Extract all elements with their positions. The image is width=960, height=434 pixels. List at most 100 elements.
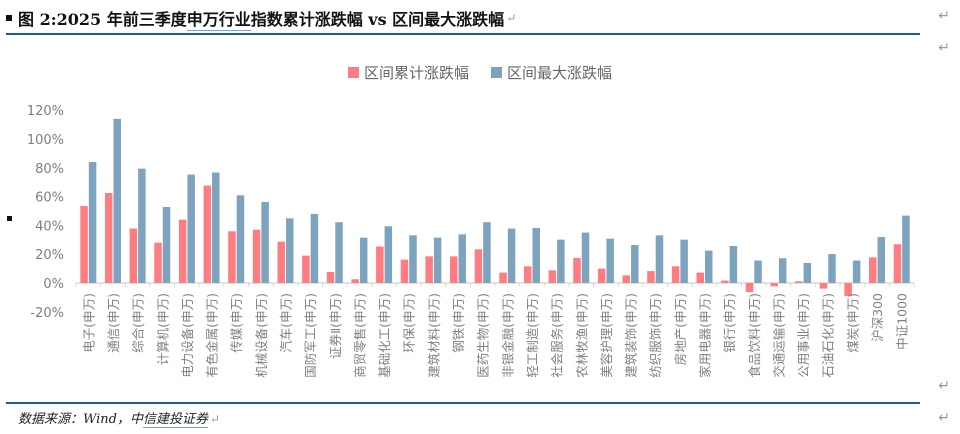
bar-cumulative: [326, 272, 335, 283]
legend-swatch-blue: [491, 67, 502, 78]
bar-cumulative: [819, 283, 828, 289]
source-prefix: 数据来源：Wind，中: [18, 412, 143, 427]
bar-max: [409, 235, 417, 283]
bar-cumulative: [721, 280, 729, 283]
return-mark-icon: ↵: [938, 378, 950, 394]
bar-max: [310, 214, 319, 283]
bar-max: [902, 215, 910, 283]
bar-max: [162, 206, 171, 283]
bar-cumulative: [302, 255, 310, 283]
bar-max: [877, 237, 886, 283]
x-category-label: 电子(申万): [81, 293, 96, 353]
bar-cumulative: [104, 193, 113, 283]
bar-cumulative: [523, 266, 532, 283]
bar-cumulative: [154, 242, 162, 283]
x-category-label: 证券Ⅱ(申万): [328, 293, 343, 359]
legend-label: 区间累计涨跌幅: [363, 64, 469, 82]
bar-cumulative: [622, 275, 631, 283]
return-mark-icon: ↵: [938, 8, 950, 24]
x-category-label: 纺织服饰(申万): [648, 293, 663, 378]
bar-max: [852, 260, 861, 283]
bar-cumulative: [178, 219, 187, 283]
bar-max: [433, 237, 442, 283]
x-category-label: 食品饮料(申万): [747, 293, 762, 378]
x-category-label: 社会服务(申万): [550, 293, 565, 378]
bar-max: [212, 172, 220, 283]
x-category-label: 中证1000: [895, 293, 910, 350]
bar-cumulative: [450, 256, 458, 283]
title-suffix: 指数累计涨跌幅 vs 区间最大涨跌幅: [250, 10, 505, 29]
return-mark-icon: ↵: [506, 11, 517, 25]
bar-max: [680, 239, 688, 283]
return-mark-icon: ↵: [938, 40, 950, 56]
bar-cumulative: [597, 268, 606, 283]
source-underlined: 信建投证券: [143, 412, 209, 428]
bar-cumulative: [376, 246, 384, 283]
bar-max: [557, 239, 565, 283]
bar-max: [483, 222, 491, 283]
x-category-label: 美容护理(申万): [599, 293, 614, 378]
bar-max: [261, 201, 269, 283]
x-category-label: 通信(申万): [106, 293, 121, 353]
bar-cumulative: [745, 283, 754, 293]
bar-max: [187, 174, 195, 283]
bar-cumulative: [252, 229, 261, 283]
x-category-label: 石油石化(申万): [821, 293, 836, 378]
bar-cumulative: [893, 244, 902, 283]
bar-max: [359, 237, 368, 283]
paragraph-bullet-icon: [7, 216, 12, 221]
x-category-label: 汽车(申万): [279, 293, 294, 353]
x-category-label: 钢铁(申万): [451, 293, 466, 353]
title-underlined: 申万行业: [186, 6, 251, 31]
bar-max: [138, 168, 146, 283]
bar-cumulative: [400, 259, 409, 283]
x-category-label: 综合(申万): [131, 293, 146, 353]
bar-max: [236, 195, 245, 283]
x-category-label: 有色金属(申万): [205, 293, 220, 378]
x-category-label: 煤炭(申万): [845, 293, 860, 353]
bar-max: [705, 250, 713, 283]
footer-rule: [6, 402, 920, 404]
bar-cumulative: [548, 270, 557, 283]
x-category-label: 沪深300: [870, 293, 885, 342]
legend-item-max: 区间最大涨跌幅: [491, 62, 612, 83]
y-tick-label: 20%: [35, 248, 64, 263]
bar-cumulative: [351, 279, 359, 283]
bar-cumulative: [647, 271, 655, 283]
y-tick-label: 80%: [35, 162, 64, 177]
bar-max: [778, 258, 787, 283]
bar-cumulative: [80, 205, 88, 283]
bar-max: [286, 218, 294, 283]
bar-max: [655, 235, 664, 283]
bar-max: [507, 228, 516, 283]
x-category-label: 公用事业(申万): [796, 293, 811, 378]
bar-cumulative: [474, 249, 483, 283]
x-category-label: 房地产(申万): [673, 293, 688, 365]
bar-max: [828, 254, 836, 283]
x-category-label: 建筑装饰(申万): [624, 293, 639, 378]
x-category-label: 国防军工(申万): [303, 293, 318, 378]
x-category-label: 医药生物(申万): [476, 293, 491, 378]
bar-cumulative: [671, 266, 680, 283]
x-category-label: 机械设备(申万): [254, 293, 269, 378]
bar-cumulative: [795, 281, 803, 283]
x-category-label: 交通运输(申万): [771, 293, 786, 378]
bar-max: [803, 262, 812, 283]
data-source: 数据来源：Wind，中信建投证券 ↵: [18, 408, 220, 428]
return-mark-icon: ↵: [938, 410, 950, 426]
bar-max: [113, 118, 121, 283]
bar-cumulative: [696, 272, 704, 283]
bar-max: [532, 227, 540, 283]
bar-max: [631, 244, 639, 283]
x-category-label: 银行(申万): [722, 293, 737, 353]
bar-max: [458, 234, 467, 283]
y-tick-label: 40%: [35, 219, 64, 234]
legend-swatch-red: [347, 67, 359, 78]
bar-cumulative: [228, 231, 236, 283]
y-tick-label: -20%: [30, 306, 64, 321]
bar-cumulative: [869, 257, 877, 283]
x-category-label: 基础化工(申万): [377, 293, 392, 378]
bar-cumulative: [129, 228, 138, 283]
bar-max: [335, 222, 343, 283]
